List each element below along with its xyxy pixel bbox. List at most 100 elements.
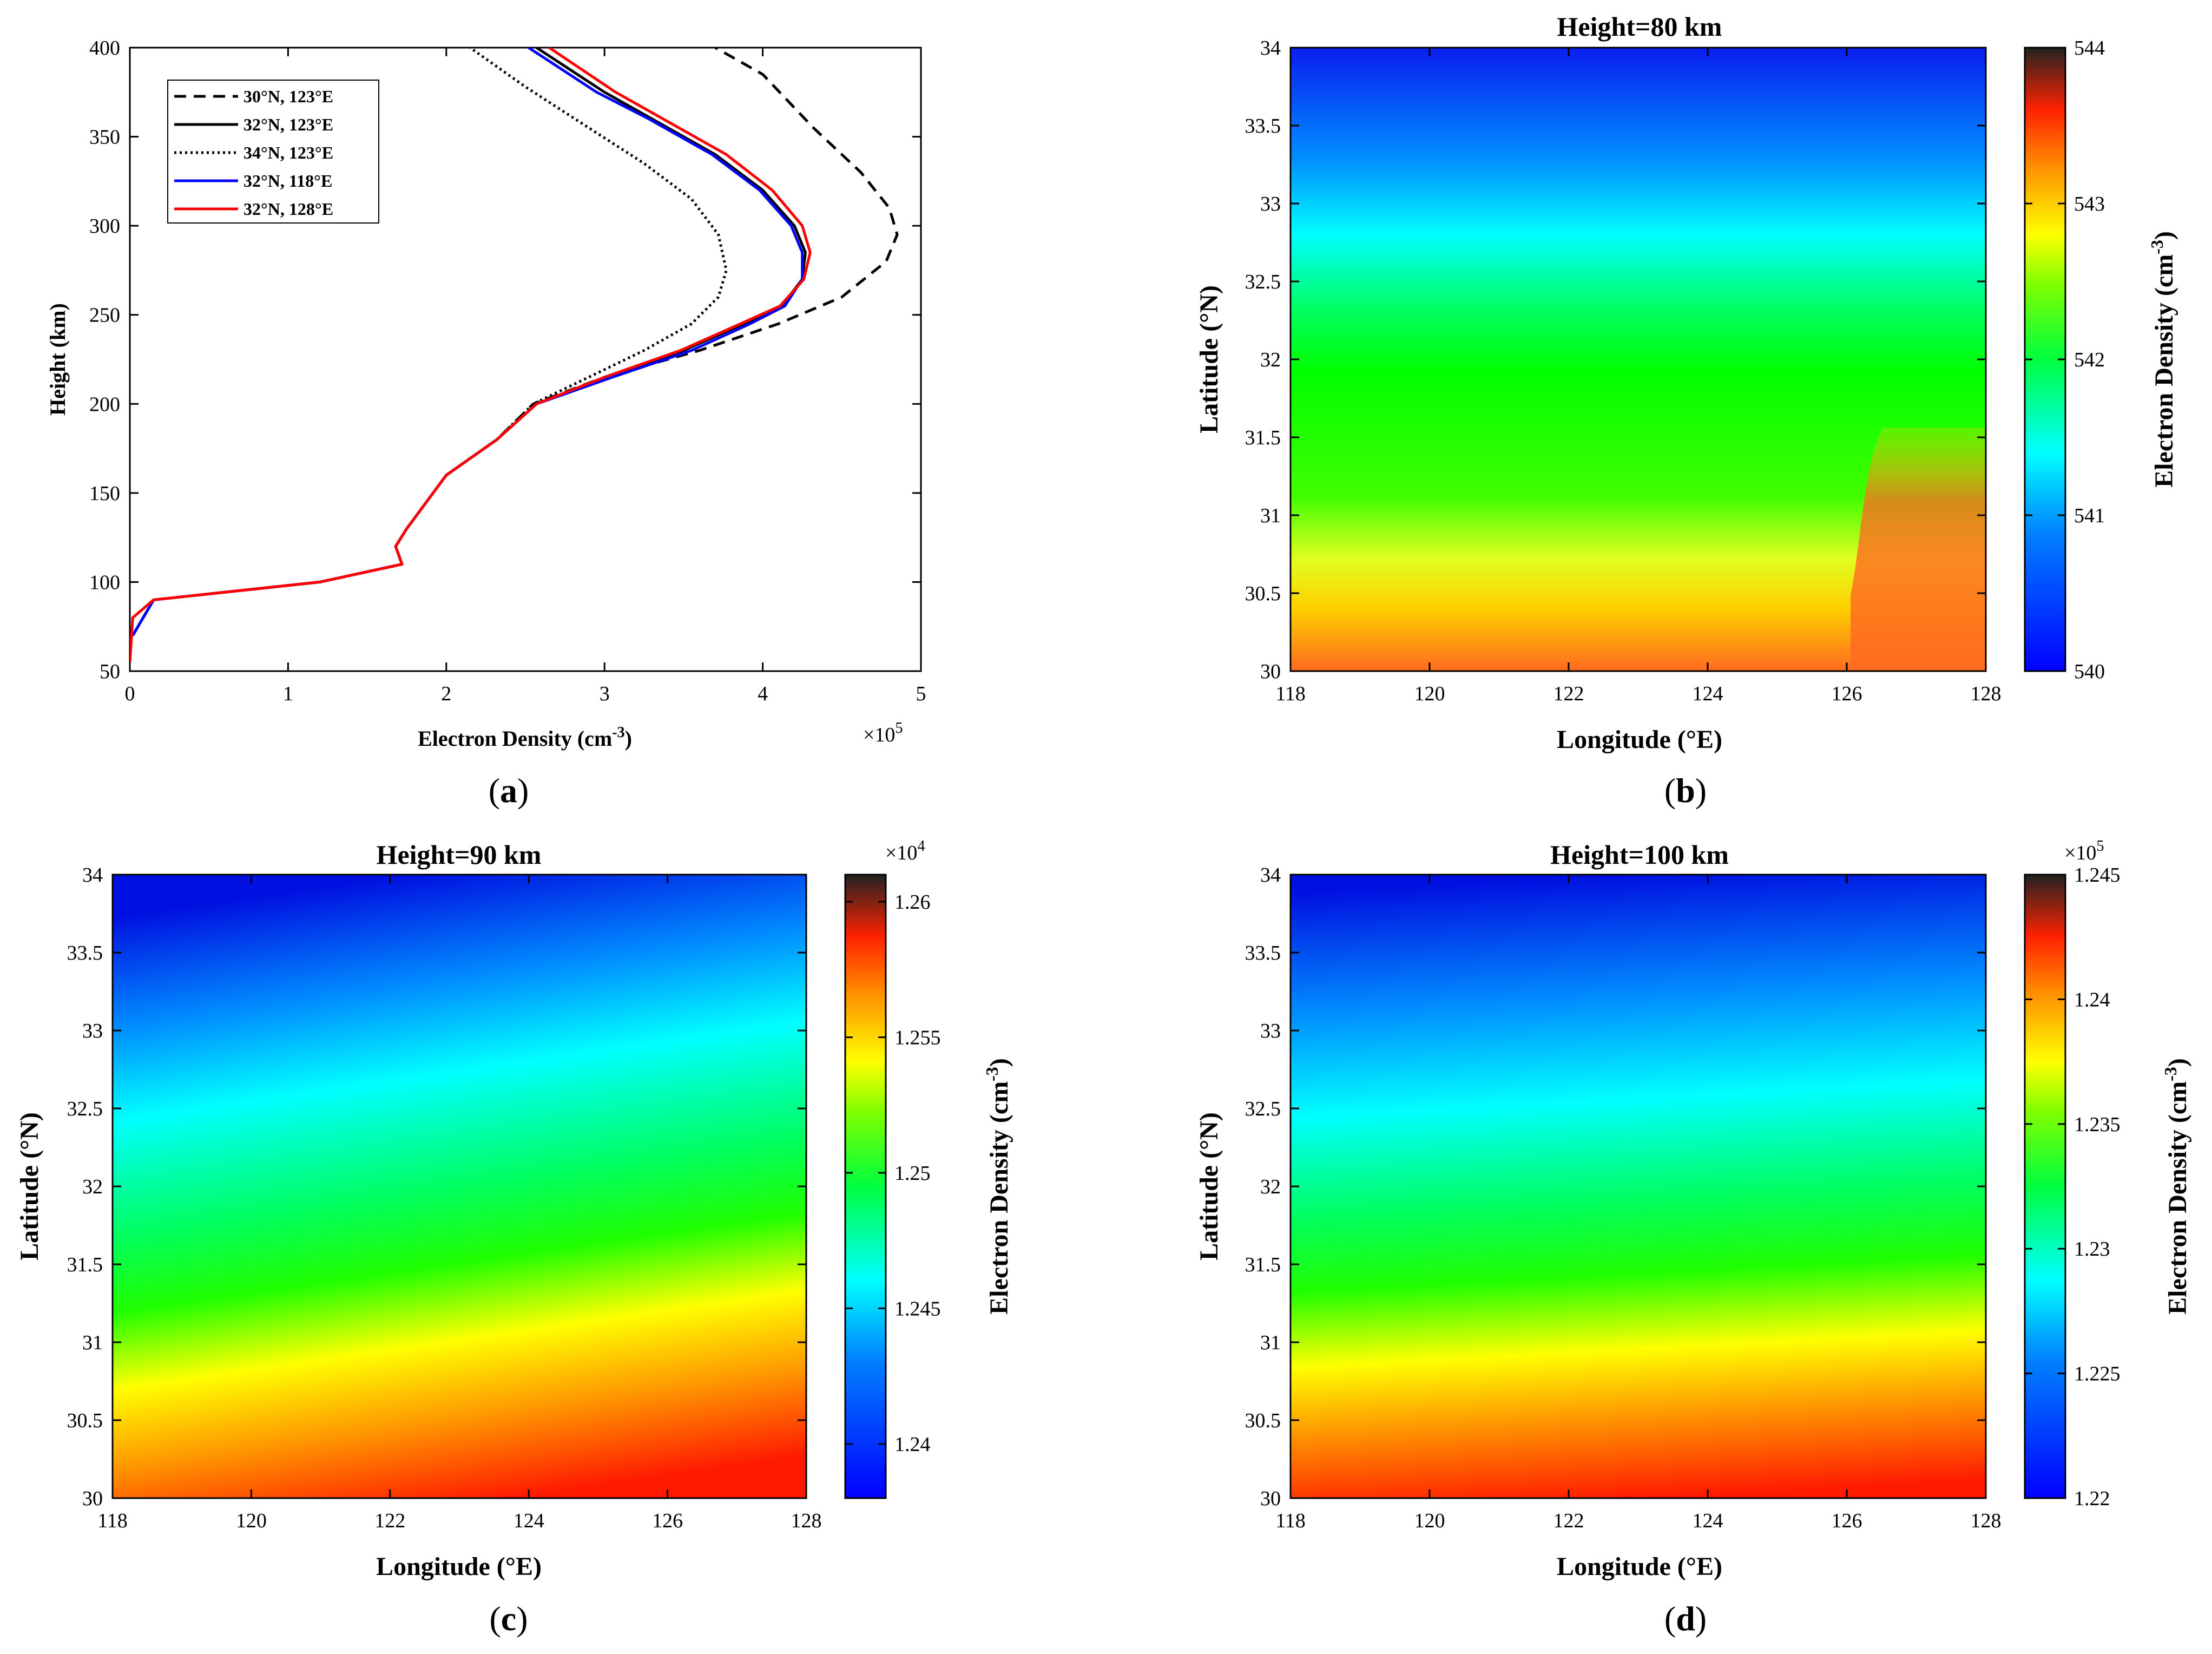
colorbar-tick-label: 1.245	[2074, 864, 2121, 887]
panel-label-c: (c)	[489, 1599, 528, 1638]
panel-b-xlabel: Longitude (°E)	[1557, 725, 1722, 754]
panel-a-ytick-label: 150	[89, 482, 120, 505]
ytick-label: 30.5	[67, 1409, 103, 1432]
colorbar-tick-label: 1.24	[2074, 988, 2110, 1011]
xtick-label: 122	[1553, 682, 1584, 705]
panel-b-ticks: 118 120 122 124 126 128 30 30.5 31 31.5 32 32.5 33 33…	[1245, 37, 2002, 705]
panel-d-heatmap	[1291, 875, 1986, 1498]
panel-a-series-group	[130, 48, 899, 662]
ytick-label: 34	[82, 864, 103, 887]
panel-a-xtick-label: 0	[125, 682, 135, 705]
panel-b-colorbar-ticks: 540 541 542 543 544	[2025, 37, 2105, 683]
panel-a-xtick-label: 3	[600, 682, 610, 705]
panel-a-legend: 30°N, 123°E 32°N, 123°E 34°N, 123°E 32°N, 1…	[167, 80, 379, 224]
panel-d-xlabel: Longitude (°E)	[1557, 1552, 1722, 1581]
panel-a-ytick-label: 350	[89, 126, 120, 149]
colorbar-tick-label: 1.24	[894, 1433, 931, 1456]
colorbar-tick-label: 1.235	[2074, 1113, 2121, 1136]
ytick-label: 31	[1260, 1331, 1281, 1354]
panel-a-legend-label: 34°N, 123°E	[243, 143, 333, 162]
ytick-label: 33.5	[1245, 942, 1281, 964]
panel-c-xlabel: Longitude (°E)	[376, 1552, 542, 1581]
panel-c-ylabel: Latitude (°N)	[15, 1112, 44, 1261]
ytick-label: 33	[1260, 193, 1281, 215]
panel-c-colorbar	[844, 874, 887, 1499]
colorbar-tick-label: 1.26	[894, 891, 931, 914]
panel-d: Height=100 km 118 120 122 124 126 128 30 30.5 31…	[1195, 838, 2192, 1638]
ytick-label: 32.5	[1245, 271, 1281, 293]
panel-d-colorbar-ticks: 1.22 1.225 1.23 1.235 1.24 1.245	[2025, 864, 2121, 1510]
panel-d-title: Height=100 km	[1550, 839, 1729, 870]
panel-a-ytick-label: 50	[100, 660, 120, 683]
panel-label-a: (a)	[489, 771, 529, 810]
panel-d-ylabel: Latitude (°N)	[1195, 1112, 1223, 1261]
xtick-label: 120	[1414, 1509, 1445, 1532]
ytick-label: 31.5	[1245, 1253, 1281, 1276]
ytick-label: 31	[1260, 504, 1281, 527]
panel-c-heatmap	[113, 875, 806, 1498]
panel-a-ytick-label: 400	[89, 37, 120, 60]
ytick-label: 33	[1260, 1020, 1281, 1042]
xtick-label: 124	[514, 1509, 544, 1532]
xtick-label: 126	[652, 1509, 683, 1532]
xtick-label: 128	[1971, 1509, 2002, 1532]
panel-b-title: Height=80 km	[1557, 11, 1722, 42]
xtick-label: 118	[1275, 1509, 1306, 1532]
colorbar-tick-label: 542	[2074, 349, 2105, 371]
ytick-label: 30	[1260, 1487, 1281, 1510]
panel-a-legend-label: 30°N, 123°E	[243, 87, 333, 106]
colorbar-tick-label: 541	[2074, 504, 2105, 527]
xtick-label: 128	[1971, 682, 2002, 705]
panel-d-colorbar	[2024, 874, 2066, 1499]
panel-b-colorbar-label: Electron Density (cm-3)	[2147, 231, 2178, 488]
ytick-label: 34	[1260, 37, 1281, 60]
panel-a-legend-label: 32°N, 123°E	[243, 115, 333, 134]
ytick-label: 31.5	[1245, 426, 1281, 449]
colorbar-tick-label: 1.22	[2074, 1487, 2110, 1510]
panel-b: Height=80 km 118 120 122 124 126 128 30 30.5 31 3…	[1195, 11, 2178, 810]
ytick-label: 33	[82, 1020, 103, 1042]
xtick-label: 122	[1553, 1509, 1584, 1532]
panel-c-colorbar-ticks: 1.24 1.245 1.25 1.255 1.26	[845, 891, 941, 1456]
ytick-label: 31.5	[67, 1253, 103, 1276]
panel-b-heatmap-bump	[1851, 428, 1986, 671]
colorbar-tick-label: 540	[2074, 660, 2105, 683]
colorbar-tick-label: 543	[2074, 193, 2105, 215]
panel-c: Height=90 km 118 120 122 124 126 128 30 30.5 31 3…	[15, 838, 1013, 1638]
xtick-label: 128	[791, 1509, 822, 1532]
panel-a-series-4	[130, 48, 812, 662]
panel-a-ytick-label: 300	[89, 215, 120, 238]
ytick-label: 30	[1260, 660, 1281, 683]
ytick-label: 33.5	[67, 942, 103, 964]
panel-a-xlabel: Electron Density (cm-3)	[418, 724, 632, 751]
panel-a-ylabel: Height (km)	[45, 303, 70, 416]
ytick-label: 33.5	[1245, 115, 1281, 137]
colorbar-tick-label: 1.225	[2074, 1363, 2121, 1386]
panel-d-ticks: 118 120 122 124 126 128 30 30.5 31 31.5 32 32.5 33 33…	[1245, 864, 2002, 1532]
panel-a-ytick-label: 200	[89, 393, 120, 416]
ytick-label: 32.5	[67, 1098, 103, 1120]
xtick-label: 120	[1414, 682, 1445, 705]
xtick-label: 118	[1275, 682, 1306, 705]
ytick-label: 32	[1260, 1176, 1281, 1198]
colorbar-tick-label: 1.25	[894, 1162, 931, 1185]
ytick-label: 32.5	[1245, 1098, 1281, 1120]
xtick-label: 124	[1693, 682, 1723, 705]
xtick-label: 120	[236, 1509, 267, 1532]
ytick-label: 30.5	[1245, 1409, 1281, 1432]
panel-a-legend-label: 32°N, 128°E	[243, 199, 333, 219]
xtick-label: 126	[1832, 1509, 1862, 1532]
colorbar-tick-label: 1.23	[2074, 1238, 2110, 1261]
panel-c-colorbar-label: Electron Density (cm-3)	[982, 1058, 1013, 1315]
xtick-label: 124	[1693, 1509, 1723, 1532]
ytick-label: 34	[1260, 864, 1281, 887]
ytick-label: 32	[1260, 349, 1281, 371]
panel-a-ytick-label: 100	[89, 571, 120, 594]
panel-a-xtick-label: 1	[283, 682, 293, 705]
panel-d-colorbar-label: Electron Density (cm-3)	[2161, 1058, 2192, 1315]
xtick-label: 122	[374, 1509, 405, 1532]
xtick-label: 126	[1832, 682, 1862, 705]
panel-a-legend-label: 32°N, 118°E	[243, 171, 332, 191]
panel-b-ylabel: Latitude (°N)	[1195, 285, 1223, 434]
